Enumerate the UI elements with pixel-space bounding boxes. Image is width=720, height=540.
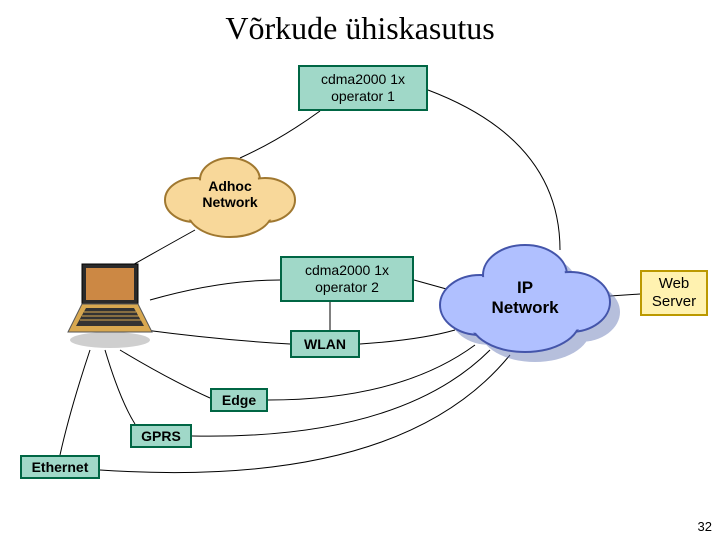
ip-label: IP Network	[430, 278, 620, 318]
cdma1-box: cdma2000 1x operator 1	[298, 65, 428, 111]
ip-cloud: IP Network	[430, 240, 620, 360]
page-title: Võrkude ühiskasutus	[0, 10, 720, 47]
adhoc-cloud: Adhoc Network	[155, 150, 305, 240]
gprs-box: GPRS	[130, 424, 192, 448]
adhoc-label: Adhoc Network	[155, 178, 305, 210]
web-server-box: Web Server	[640, 270, 708, 316]
wlan-box: WLAN	[290, 330, 360, 358]
cdma2-box: cdma2000 1x operator 2	[280, 256, 414, 302]
laptop-icon	[54, 260, 154, 350]
edge-box: Edge	[210, 388, 268, 412]
page-number: 32	[698, 519, 712, 534]
ethernet-box: Ethernet	[20, 455, 100, 479]
